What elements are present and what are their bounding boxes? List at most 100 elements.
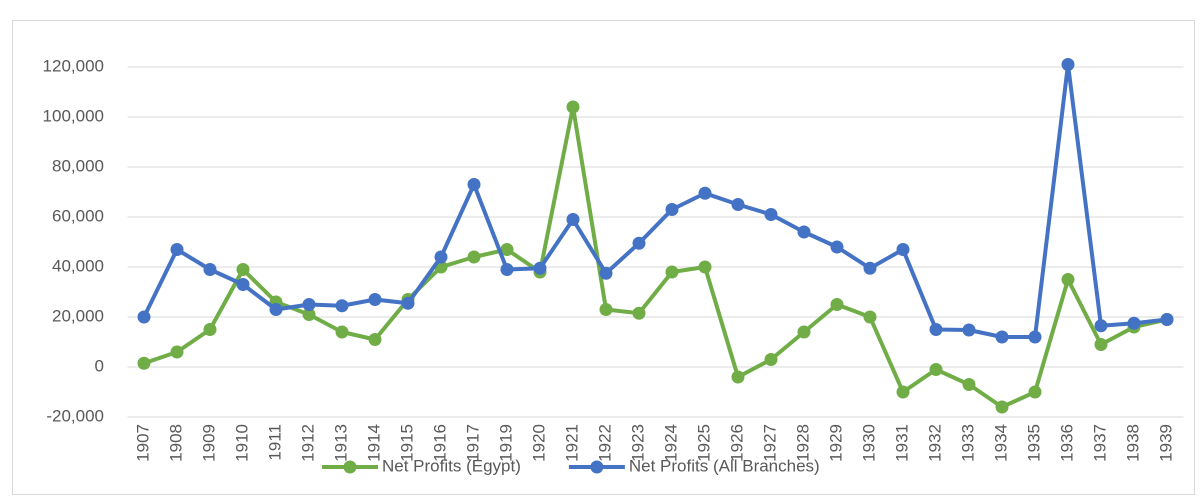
point [302,308,316,321]
series-line [142,62,1168,339]
x-tick-label: 1937 [1090,424,1109,462]
point [1127,316,1141,330]
x-tick-label: 1919 [496,424,515,462]
x-tick-label: 1924 [661,424,680,462]
x-tick-label: 1935 [1024,424,1043,462]
point [170,243,184,256]
point [863,310,877,324]
point [566,100,580,114]
x-tick-label: 1929 [826,424,845,462]
x-tick-label: 1916 [430,424,449,462]
x-tick-label: 1923 [628,424,647,462]
chart-frame [12,20,1195,495]
x-tick-label: 1936 [1057,424,1076,462]
point [335,325,349,339]
x-tick-label: 1921 [562,424,581,462]
x-tick-label: 1911 [265,424,284,461]
point [632,306,646,320]
x-tick-label: 1907 [133,424,152,462]
x-tick-label: 1914 [364,424,383,462]
x-tick-label: 1932 [925,424,944,462]
x-tick-label: 1922 [595,424,614,462]
x-tick-label: 1928 [793,424,812,462]
point [863,261,877,275]
point [764,208,778,221]
legend-label: Net Profits (All Branches) [629,456,820,475]
point [797,325,811,339]
x-tick-label: 1939 [1156,424,1175,462]
x-tick-label: 1920 [529,424,548,462]
point [632,236,646,250]
point [896,385,910,399]
point [995,330,1009,344]
point [434,250,448,264]
point [1094,338,1108,351]
point [1028,330,1042,344]
point [830,298,844,311]
point [731,198,745,211]
series-line [143,105,1168,409]
point [1094,319,1108,333]
legend-label: Net Profits (Egypt) [382,456,521,475]
y-tick-label: 20,000 [52,306,104,325]
point [368,293,382,306]
point [929,363,943,376]
point [830,240,844,254]
x-tick-label: 1934 [991,424,1010,462]
point [962,323,976,337]
y-tick-label: 100,000 [43,106,104,125]
x-tick-label: 1912 [298,424,317,462]
y-tick-label: 60,000 [52,206,104,225]
x-tick-label: 1931 [892,424,911,462]
x-tick-label: 1933 [958,424,977,462]
point [731,370,745,384]
point [401,296,415,310]
point [236,278,250,291]
point [467,178,481,191]
x-tick-label: 1926 [727,424,746,462]
point [137,356,151,370]
legend-marker [343,460,357,474]
point [335,299,349,313]
point [500,243,514,256]
point [599,266,613,280]
point [467,250,481,264]
y-tick-label: 80,000 [52,156,104,175]
point [665,265,679,279]
point [236,263,250,276]
legend-marker [590,460,604,474]
point [929,323,943,336]
point [170,345,184,359]
point [1028,385,1042,399]
point [1061,58,1075,71]
point [995,400,1009,414]
point [302,298,316,311]
point [533,261,547,275]
point [665,203,679,216]
x-tick-label: 1917 [463,424,482,462]
point [1061,273,1075,286]
point [368,333,382,346]
y-tick-label: 40,000 [52,256,104,275]
y-tick-label: 0 [95,356,104,375]
point [962,378,976,391]
x-tick-label: 1913 [331,424,350,462]
x-tick-label: 1908 [166,424,185,462]
point [698,186,712,200]
point [137,310,151,324]
point [203,323,217,336]
point [599,303,613,316]
point [764,353,778,366]
point [896,243,910,256]
point [698,260,712,274]
point [1160,313,1174,326]
point [203,263,217,276]
x-tick-label: 1930 [859,424,878,462]
x-tick-label: 1915 [397,424,416,462]
x-tick-label: 1925 [694,424,713,462]
point [566,213,580,226]
y-tick-label: -20,000 [46,406,104,425]
point [500,263,514,276]
y-tick-label: 120,000 [43,56,104,75]
